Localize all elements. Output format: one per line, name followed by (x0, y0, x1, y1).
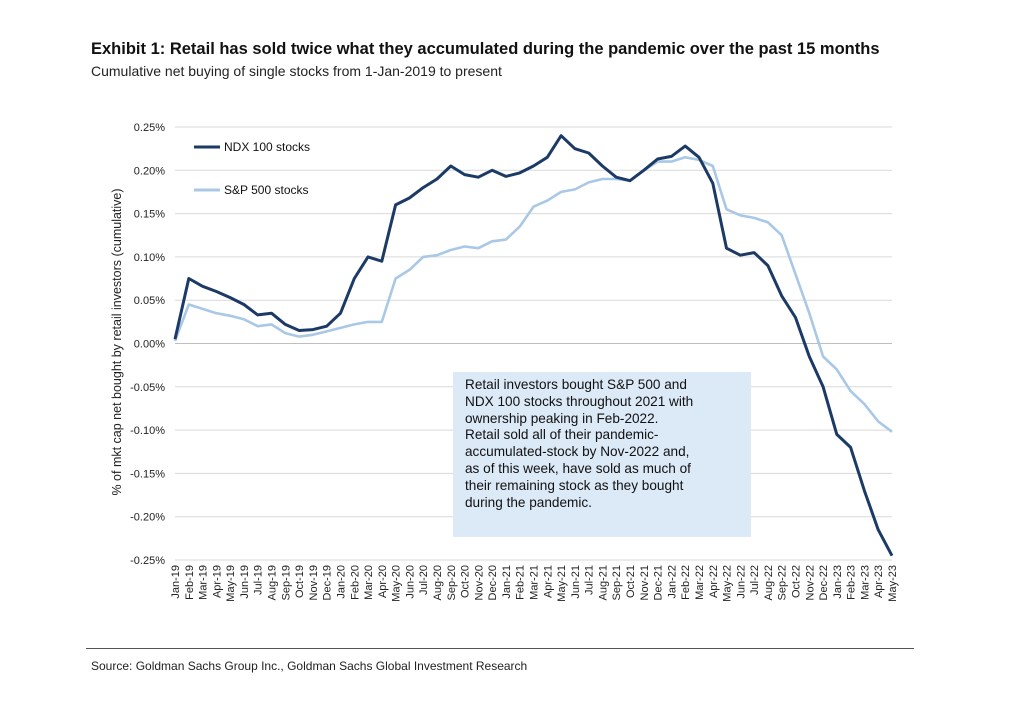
y-tick-label: 0.00% (134, 339, 165, 351)
y-tick-label: 0.25% (134, 122, 165, 134)
series-line-sp (173, 156, 893, 433)
x-tick-label: Oct-20 (460, 565, 472, 598)
annotation-box: Retail investors bought S&P 500 and NDX … (453, 372, 751, 537)
x-tick-label: Jan-20 (335, 565, 347, 599)
x-tick-label: May-19 (225, 565, 237, 602)
x-tick-label: Nov-19 (308, 565, 320, 600)
annotation-line: during the pandemic. (465, 494, 592, 510)
legend: NDX 100 stocks S&P 500 stocks (194, 140, 310, 197)
x-tick-label: Apr-19 (211, 565, 223, 598)
x-tick-label: Jan-21 (501, 565, 513, 599)
legend-label-ndx: NDX 100 stocks (224, 140, 310, 154)
y-tick-label: 0.05% (134, 295, 165, 307)
annotation-line: Retail sold all of their pandemic- (465, 427, 659, 443)
chart-title: Exhibit 1: Retail has sold twice what th… (91, 40, 880, 58)
x-tick-label: Mar-21 (529, 565, 541, 600)
x-tick-label: Dec-19 (322, 565, 334, 600)
x-tick-label: Jun-20 (404, 565, 416, 599)
x-tick-label: May-20 (391, 565, 403, 602)
x-tick-label: May-21 (556, 565, 568, 602)
x-tick-label: Jul-20 (418, 565, 430, 595)
x-tick-label: Nov-21 (639, 565, 651, 600)
x-tick-label: Sep-21 (611, 565, 623, 600)
annotation-line: Retail investors bought S&P 500 and (465, 377, 687, 392)
x-tick-label: Sep-20 (446, 565, 458, 600)
x-tick-label: Nov-22 (804, 565, 816, 600)
y-tick-label: 0.20% (134, 165, 165, 177)
line-chart: 0.25% 0.20% 0.15% 0.10% 0.05% 0.00% -0.05% -0.1… (110, 122, 899, 602)
x-tick-label: Aug-22 (763, 565, 775, 600)
x-tick-label: Feb-21 (515, 565, 527, 600)
y-axis-title: % of mkt cap net bought by retail invest… (110, 188, 124, 495)
x-tick-label: Apr-21 (542, 565, 554, 598)
divider-line (86, 648, 914, 649)
x-tick-label: Jun-22 (735, 565, 747, 599)
chart-subtitle: Cumulative net buying of single stocks f… (91, 63, 502, 79)
x-tick-label: Jul-21 (584, 565, 596, 595)
x-tick-label: Oct-22 (790, 565, 802, 598)
x-tick-label: May-22 (722, 565, 734, 602)
x-axis-ticks: Jan-19 Feb-19 Mar-19 Apr-19 May-19 Jun-19 Jul-… (170, 565, 899, 602)
x-tick-label: Jul-19 (253, 565, 265, 595)
y-tick-label: -0.15% (130, 468, 165, 480)
x-tick-label: Feb-22 (680, 565, 692, 600)
x-tick-label: Sep-22 (777, 565, 789, 600)
legend-label-sp: S&P 500 stocks (224, 183, 309, 197)
x-tick-label: Dec-20 (487, 565, 499, 600)
x-tick-label: Oct-21 (625, 565, 637, 598)
y-tick-label: 0.15% (134, 209, 165, 221)
annotation-line: NDX 100 stocks throughout 2021 with (465, 393, 694, 409)
x-tick-label: Mar-19 (198, 565, 210, 600)
annotation-line: as of this week, have sold as much of (465, 460, 691, 476)
y-tick-label: -0.25% (130, 555, 165, 567)
x-tick-label: May-23 (887, 565, 899, 602)
source-note: Source: Goldman Sachs Group Inc., Goldma… (91, 659, 528, 673)
annotation-line: accumulated-stock by Nov-2022 and, (465, 444, 690, 460)
x-tick-label: Apr-22 (708, 565, 720, 598)
x-tick-label: Jun-21 (570, 565, 582, 599)
x-tick-label: Jan-19 (170, 565, 182, 599)
series-line-ndx (173, 134, 894, 557)
x-tick-label: Mar-22 (694, 565, 706, 600)
annotation-line: their remaining stock as they bought (465, 477, 684, 493)
x-tick-label: Apr-23 (873, 565, 885, 598)
y-axis-ticks: 0.25% 0.20% 0.15% 0.10% 0.05% 0.00% -0.05% -0.1… (130, 122, 165, 567)
x-tick-label: Dec-21 (653, 565, 665, 600)
x-tick-label: Dec-22 (818, 565, 830, 600)
y-tick-label: 0.10% (134, 252, 165, 264)
y-tick-label: -0.05% (130, 382, 165, 394)
x-tick-label: Jul-22 (749, 565, 761, 595)
annotation-line: ownership peaking in Feb-2022. (465, 410, 659, 426)
x-tick-label: Nov-20 (473, 565, 485, 600)
x-tick-label: Jun-19 (239, 565, 251, 599)
x-tick-label: Aug-20 (432, 565, 444, 600)
x-tick-label: Aug-19 (267, 565, 279, 600)
x-tick-label: Apr-20 (377, 565, 389, 598)
x-tick-label: Jan-23 (832, 565, 844, 599)
series-lines (173, 134, 894, 557)
x-tick-label: Sep-19 (280, 565, 292, 600)
y-tick-label: -0.20% (130, 512, 165, 524)
x-tick-label: Feb-20 (349, 565, 361, 600)
x-tick-label: Feb-23 (846, 565, 858, 600)
x-tick-label: Feb-19 (184, 565, 196, 600)
x-tick-label: Jan-22 (666, 565, 678, 599)
x-tick-label: Oct-19 (294, 565, 306, 598)
x-tick-label: Aug-21 (597, 565, 609, 600)
y-tick-label: -0.10% (130, 425, 165, 437)
x-tick-label: Mar-23 (859, 565, 871, 600)
x-tick-label: Mar-20 (363, 565, 375, 600)
